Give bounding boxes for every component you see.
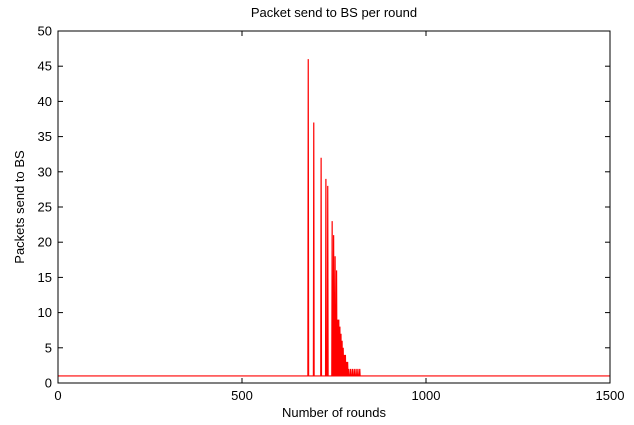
y-tick-label: 15 — [38, 270, 52, 285]
y-axis-title: Packets send to BS — [12, 150, 27, 264]
y-tick-label: 35 — [38, 129, 52, 144]
y-axis: 0 5 10 15 20 25 30 35 40 45 50 — [38, 24, 610, 391]
x-tick-label: 0 — [54, 388, 61, 403]
chart-title: Packet send to BS per round — [251, 5, 417, 20]
y-tick-label: 40 — [38, 94, 52, 109]
x-axis-title: Number of rounds — [282, 405, 387, 420]
y-tick-label: 45 — [38, 59, 52, 74]
x-tick-label: 1000 — [412, 388, 441, 403]
x-tick-label: 500 — [231, 388, 253, 403]
y-tick-label: 50 — [38, 24, 52, 39]
y-tick-label: 10 — [38, 305, 52, 320]
series-line — [58, 59, 610, 377]
y-tick-label: 5 — [45, 340, 52, 355]
y-tick-label: 20 — [38, 235, 52, 250]
y-tick-label: 0 — [45, 376, 52, 391]
plot-area — [58, 59, 610, 377]
y-tick-label: 30 — [38, 164, 52, 179]
x-axis: 0 500 1000 1500 — [54, 31, 624, 403]
x-tick-label: 1500 — [596, 388, 625, 403]
y-tick-label: 25 — [38, 200, 52, 215]
